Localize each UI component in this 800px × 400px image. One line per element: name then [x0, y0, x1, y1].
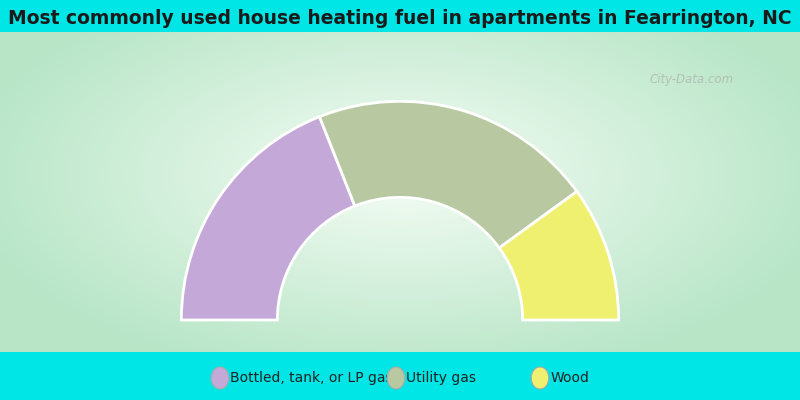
Text: City-Data.com: City-Data.com — [650, 74, 734, 86]
Wedge shape — [319, 101, 577, 248]
Wedge shape — [182, 117, 355, 320]
Text: Bottled, tank, or LP gas: Bottled, tank, or LP gas — [230, 371, 393, 385]
Text: Utility gas: Utility gas — [406, 371, 477, 385]
Wedge shape — [499, 192, 618, 320]
Text: Wood: Wood — [550, 371, 590, 385]
Text: Most commonly used house heating fuel in apartments in Fearrington, NC: Most commonly used house heating fuel in… — [8, 8, 792, 28]
